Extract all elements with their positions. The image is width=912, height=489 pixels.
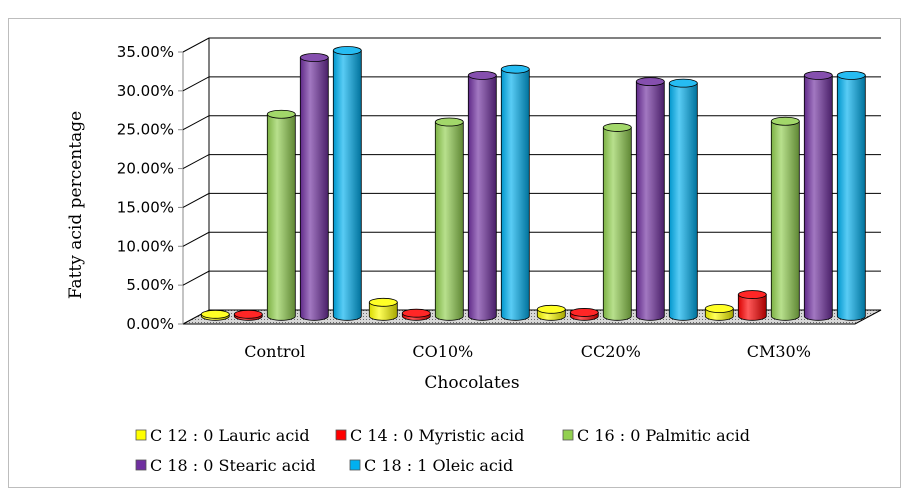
bar [569,308,599,321]
bar [536,304,566,321]
bar [233,309,263,321]
legend-swatch [335,429,347,441]
bar [803,70,833,321]
x-tick-label: CM30% [747,342,811,361]
legend-item: C 14 : 0 Myristic acid [335,426,524,445]
y-tick-label: 25.00% [117,121,174,139]
bar [500,64,530,321]
y-tick-label: 35.00% [117,43,174,61]
bar [266,109,296,321]
legend-item: C 16 : 0 Palmitic acid [562,426,750,445]
legend-swatch [349,459,361,471]
legend-label: C 18 : 0 Stearic acid [150,456,316,475]
legend-item: C 12 : 0 Lauric acid [135,426,310,445]
y-tick-label: 5.00% [126,276,174,294]
bar [635,77,665,321]
legend-label: C 12 : 0 Lauric acid [150,426,310,445]
y-axis-title: Fatty acid percentage [66,111,86,299]
bar [737,290,767,321]
gridline [182,37,881,53]
bar [668,78,698,321]
x-tick-label: CO10% [412,342,473,361]
legend-item: C 18 : 1 Oleic acid [349,456,513,475]
legend-swatch [135,459,147,471]
y-tick-label: 20.00% [117,160,174,178]
chart-frame: 0.00% 5.00% 10.00% 15.00% 20.00% 25.00% 30.00%… [8,18,901,488]
legend-label: C 16 : 0 Palmitic acid [577,426,750,445]
y-tick-label: 15.00% [117,198,174,216]
x-tick-label: CC20% [581,342,641,361]
labels-layer: 0.00% 5.00% 10.00% 15.00% 20.00% 25.00% 30.00%… [117,43,811,361]
y-tick-label: 30.00% [117,82,174,100]
legend: C 12 : 0 Lauric acid C 14 : 0 Myristic ac… [135,426,750,475]
y-tick-label: 10.00% [117,237,174,255]
chart-svg: 0.00% 5.00% 10.00% 15.00% 20.00% 25.00% 30.00%… [66,37,882,475]
bar [704,304,734,321]
x-tick-label: Control [244,342,305,361]
bars-layer [200,46,866,321]
legend-label: C 18 : 1 Oleic acid [364,456,513,475]
legend-item: C 18 : 0 Stearic acid [135,456,316,475]
legend-label: C 14 : 0 Myristic acid [350,426,524,445]
bar [200,309,230,321]
gridline [182,76,881,92]
legend-swatch [562,429,574,441]
bar [332,46,362,321]
x-axis-title: Chocolates [424,373,519,393]
bar [467,70,497,321]
bar [368,297,398,321]
bar [836,70,866,321]
bar [434,117,464,321]
bar [602,123,632,321]
y-tick-label: 0.00% [126,315,174,333]
bar [401,308,431,321]
bar [770,116,800,321]
legend-swatch [135,429,147,441]
bar [299,53,329,321]
